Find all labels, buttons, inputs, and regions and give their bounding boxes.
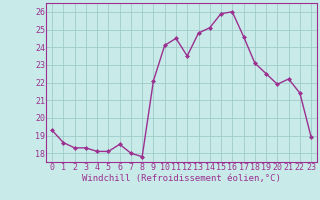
X-axis label: Windchill (Refroidissement éolien,°C): Windchill (Refroidissement éolien,°C) <box>82 174 281 183</box>
